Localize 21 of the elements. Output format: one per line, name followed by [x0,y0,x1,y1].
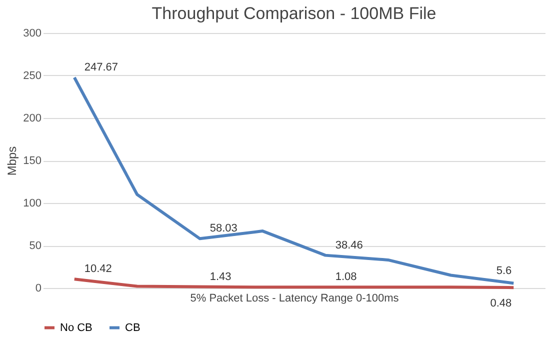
data-label: 0.48 [490,298,512,310]
y-tick-label: 100 [23,198,42,210]
x-axis-title: 5% Packet Loss - Latency Range 0-100ms [190,292,400,304]
data-label: 58.03 [210,222,238,235]
data-label: 5.6 [496,265,512,278]
y-tick-label: 0 [35,282,42,294]
y-tick-label: 250 [23,70,42,82]
data-label: 247.67 [84,61,118,74]
y-tick-label: 150 [23,155,42,167]
y-tick-label: 200 [23,112,42,124]
data-label: 10.42 [84,263,112,276]
data-label: 38.46 [335,239,363,252]
y-tick-label: 50 [29,240,42,252]
line-series [72,76,516,285]
legend-label: No CB [60,322,92,334]
chart-title: Throughput Comparison - 100MB File [152,4,436,23]
y-tick-label: 300 [23,28,42,40]
data-label: 1.08 [335,271,357,284]
y-axis-title: Mbps [5,146,20,176]
data-label: 1.43 [210,270,232,283]
legend-label: CB [125,322,140,334]
